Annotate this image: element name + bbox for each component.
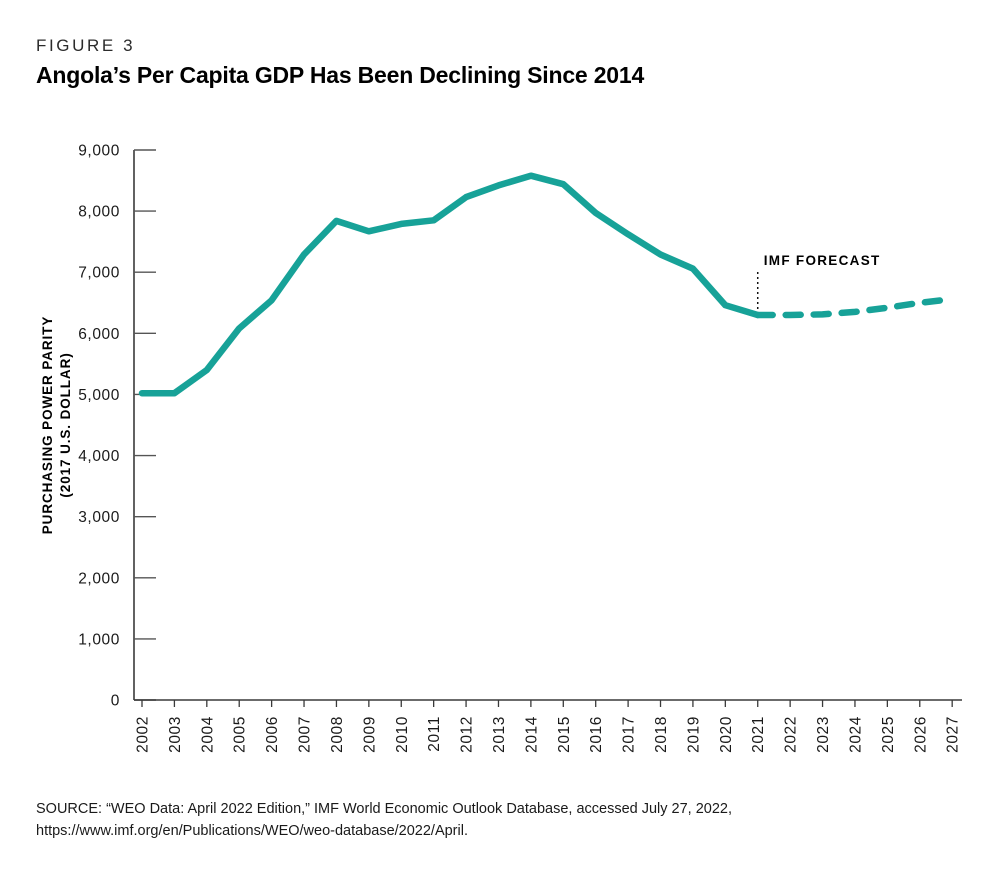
y-tick-label: 2,000	[78, 570, 120, 587]
y-tick-label: 7,000	[78, 265, 120, 282]
x-tick-label: 2019	[685, 716, 702, 753]
series-line-forecast	[754, 295, 956, 319]
x-tick-label: 2026	[912, 716, 929, 753]
series-line-actual	[138, 172, 761, 397]
x-tick-label: 2015	[556, 716, 573, 753]
y-tick-label: 0	[111, 693, 120, 710]
x-tick-label: 2009	[361, 716, 378, 753]
x-axis: 2002 2003 2004 2005 2006 2007 2008 2009 2010 2011…	[134, 699, 962, 753]
x-tick-label: 2013	[491, 716, 508, 753]
source-line-2: https://www.imf.org/en/Publications/WEO/…	[36, 823, 468, 840]
x-tick-label: 2024	[847, 716, 864, 753]
x-tick-label: 2014	[523, 716, 540, 753]
x-tick-label: 2003	[167, 716, 184, 753]
figure-kicker: FIGURE 3	[36, 36, 136, 55]
y-tick-label: 9,000	[78, 143, 120, 160]
y-tick-label: 3,000	[78, 509, 120, 526]
x-tick-label: 2022	[783, 716, 800, 753]
source-note: SOURCE: “WEO Data: April 2022 Edition,” …	[36, 798, 896, 843]
x-tick-label: 2023	[815, 716, 832, 753]
x-tick-label: 2010	[394, 716, 411, 753]
x-tick-label: 2027	[945, 716, 962, 753]
y-tick-label: 8,000	[78, 204, 120, 221]
x-tick-label: 2006	[264, 716, 281, 753]
y-tick-label: 6,000	[78, 326, 120, 343]
x-tick-label: 2021	[750, 716, 767, 753]
x-tick-label: 2002	[135, 716, 152, 753]
x-tick-label: 2016	[588, 716, 605, 753]
page-title: Angola’s Per Capita GDP Has Been Declini…	[36, 62, 645, 88]
imf-forecast-label: IMF FORECAST	[764, 253, 881, 268]
x-tick-label: 2011	[426, 716, 443, 752]
y-tick-label: 4,000	[78, 448, 120, 465]
y-tick-label: 5,000	[78, 387, 120, 404]
x-tick-label: 2005	[232, 716, 249, 753]
y-tick-label: 1,000	[78, 631, 120, 648]
x-tick-label: 2025	[880, 716, 897, 753]
data-series	[138, 172, 956, 397]
x-tick-label: 2018	[653, 716, 670, 753]
x-tick-label: 2004	[199, 716, 216, 753]
chart-annotations: IMF FORECAST	[756, 253, 881, 310]
x-tick-label: 2012	[459, 716, 476, 753]
x-tick-label: 2008	[329, 716, 346, 753]
y-axis: 0 1,000 2,000 3,000 4,000 5,000 6,000 7,000 8,00…	[78, 143, 156, 710]
source-line-1: SOURCE: “WEO Data: April 2022 Edition,” …	[36, 801, 733, 817]
x-tick-label: 2017	[621, 716, 638, 753]
x-tick-label: 2007	[297, 716, 314, 753]
y-axis-title-line1: PURCHASING POWER PARITY	[40, 316, 55, 534]
chart-plot-area: 0 1,000 2,000 3,000 4,000 5,000 6,000 7,000 8,00…	[40, 143, 962, 753]
line-chart-svg: 0 1,000 2,000 3,000 4,000 5,000 6,000 7,000 8,00…	[40, 143, 962, 753]
y-axis-title-line2: (2017 U.S. DOLLAR)	[58, 352, 73, 497]
x-tick-label: 2020	[718, 716, 735, 753]
